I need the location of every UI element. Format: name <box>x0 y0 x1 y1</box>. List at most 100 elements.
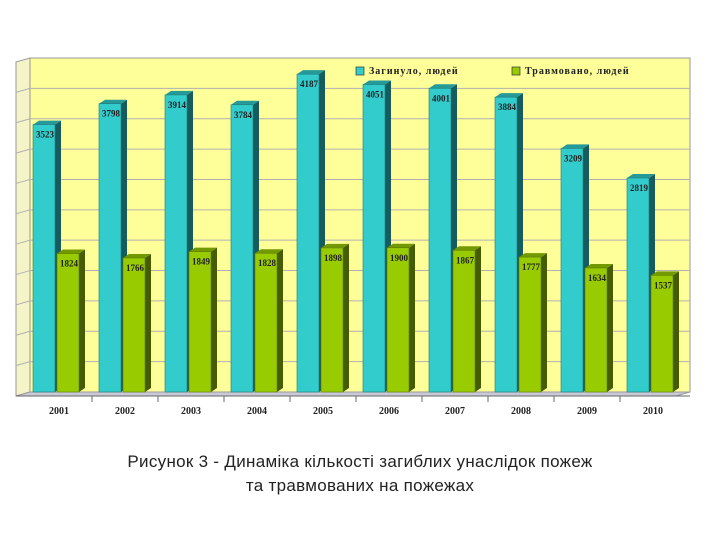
data-label: 3784 <box>234 110 253 120</box>
data-label: 3798 <box>102 109 121 119</box>
data-label: 1828 <box>258 258 277 268</box>
bar-top <box>321 243 349 248</box>
data-label: 1766 <box>126 263 145 273</box>
legend-swatch <box>511 66 521 76</box>
bar-side <box>673 271 679 392</box>
data-label: 1777 <box>522 262 541 272</box>
x-tick-label: 2002 <box>115 406 135 417</box>
data-label: 1537 <box>654 280 673 290</box>
x-tick-label: 2010 <box>643 406 663 417</box>
data-label: 1849 <box>192 257 211 267</box>
bar-top <box>495 93 523 98</box>
bar-top <box>165 90 193 95</box>
data-label: 4001 <box>432 93 451 103</box>
data-label: 1867 <box>456 255 475 265</box>
data-label: 4187 <box>300 79 319 89</box>
bar-top <box>57 249 85 254</box>
bar-top <box>33 120 61 125</box>
bar-top <box>231 100 259 105</box>
figure-caption-line-2: та травмованих на пожежах <box>245 476 475 495</box>
bar-top <box>429 84 457 89</box>
bar-side <box>145 253 151 392</box>
bar <box>584 267 608 393</box>
bar-top <box>453 246 481 251</box>
bar <box>428 87 452 393</box>
bar-side <box>79 249 85 392</box>
bar <box>320 247 344 393</box>
bar-top <box>651 271 679 276</box>
bar <box>296 73 320 393</box>
bar <box>494 96 518 393</box>
plot-group: 3523 1824 3798 1766 3914 1849 3784 1828 4187 1898… <box>15 57 691 417</box>
bar <box>188 251 212 393</box>
bar <box>122 257 146 393</box>
bar <box>560 148 584 393</box>
x-tick-label: 2003 <box>181 406 201 417</box>
plot-side-wall <box>15 57 31 397</box>
x-tick-label: 2006 <box>379 406 399 417</box>
bar-side <box>475 246 481 392</box>
bar <box>32 124 56 393</box>
bar <box>230 104 254 393</box>
legend-label: Травмовано, людей <box>525 66 630 77</box>
data-label: 1824 <box>60 259 79 269</box>
bar-top <box>189 247 217 252</box>
bar <box>626 177 650 393</box>
gridline-side <box>15 270 31 276</box>
bar <box>164 94 188 393</box>
plot-floor <box>15 391 691 397</box>
bar-side <box>409 243 415 392</box>
bar-side <box>211 247 217 392</box>
data-label: 1900 <box>390 253 409 263</box>
bar <box>650 275 674 393</box>
bar-top <box>297 70 325 75</box>
bar-top <box>585 263 613 268</box>
gridline-side <box>15 148 31 154</box>
legend-swatch <box>355 66 365 76</box>
data-label: 1898 <box>324 253 343 263</box>
data-label: 1634 <box>588 273 607 283</box>
bar <box>386 247 410 393</box>
gridline-side <box>15 87 31 93</box>
bar-side <box>343 243 349 392</box>
data-label: 3884 <box>498 102 517 112</box>
bar-side <box>607 263 613 392</box>
gridline-side <box>15 300 31 306</box>
x-tick-label: 2009 <box>577 406 597 417</box>
data-label: 2819 <box>630 183 649 193</box>
x-tick-label: 2007 <box>445 406 465 417</box>
bar-top <box>387 243 415 248</box>
x-tick-label: 2001 <box>49 406 69 417</box>
bar <box>254 252 278 393</box>
x-tick-label: 2004 <box>247 406 267 417</box>
x-tick-label: 2008 <box>511 406 531 417</box>
data-label: 3209 <box>564 153 583 163</box>
bar-top <box>363 80 391 85</box>
gridline-side <box>15 178 31 184</box>
bar <box>98 103 122 393</box>
gridline-side <box>15 239 31 245</box>
bar <box>56 253 80 393</box>
bar-top <box>99 99 127 104</box>
gridline-side <box>15 118 31 124</box>
data-label: 3914 <box>168 100 187 110</box>
bar <box>518 256 542 393</box>
data-label: 4051 <box>366 89 385 99</box>
gridline-side <box>15 209 31 215</box>
x-tick-label: 2005 <box>313 406 333 417</box>
bar-top <box>561 144 589 149</box>
bar-top <box>123 253 151 258</box>
bar <box>452 249 476 393</box>
bar-top <box>627 174 655 179</box>
gridline-side <box>15 330 31 336</box>
gridline-side <box>15 361 31 367</box>
bar-side <box>541 253 547 392</box>
bar-side <box>277 249 283 392</box>
legend-label: Загинуло, людей <box>369 66 459 77</box>
bar-top <box>255 249 283 254</box>
bar-top <box>519 253 547 258</box>
data-label: 3523 <box>36 130 55 140</box>
bar <box>362 84 386 393</box>
figure-caption-line-1: Рисунок 3 - Динаміка кількості загиблих … <box>127 452 593 471</box>
